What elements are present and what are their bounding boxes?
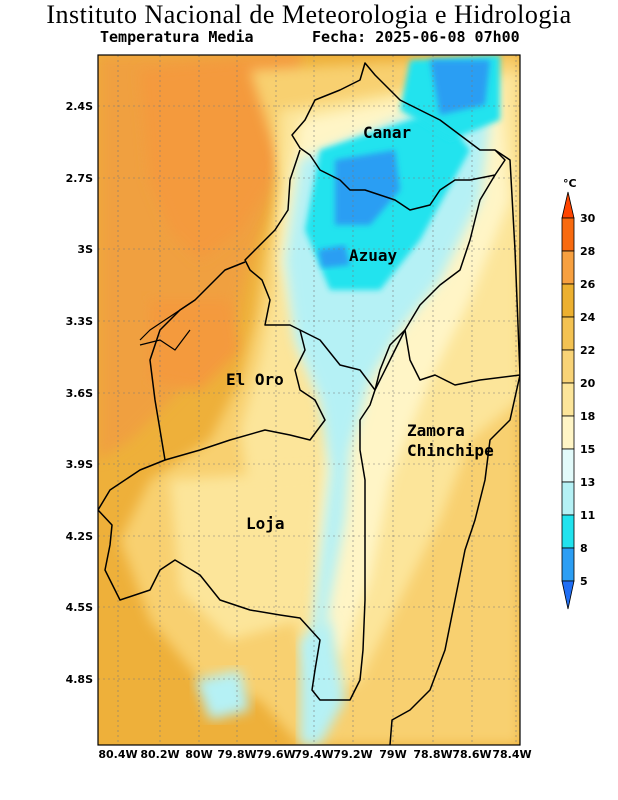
province-label-azuay: Azuay bbox=[349, 246, 398, 265]
lon-tick-label: 79W bbox=[379, 748, 406, 761]
legend-swatch bbox=[561, 217, 575, 252]
lat-tick-label: 2.4S bbox=[66, 100, 93, 113]
legend-swatch bbox=[561, 481, 575, 516]
map-frame bbox=[97, 54, 521, 746]
lat-tick-label: 3.3S bbox=[66, 315, 93, 328]
lon-tick-label: 78.8W bbox=[413, 748, 452, 761]
boundary-east bbox=[494, 149, 520, 376]
boundary-zamora bbox=[374, 329, 520, 745]
legend-max-arrow bbox=[561, 191, 575, 219]
province-label-canar: Canar bbox=[363, 123, 411, 142]
lon-tick-label: 80W bbox=[185, 748, 212, 761]
legend-level-label: 5 bbox=[580, 575, 588, 588]
legend-swatch bbox=[561, 514, 575, 549]
province-label-chinchipe: Chinchipe bbox=[407, 441, 494, 460]
legend-level-label: 20 bbox=[580, 377, 596, 390]
color-legend: °C 30 28 26 24 22 20 18 15 13 11 8 5 bbox=[561, 177, 596, 610]
lat-tick-label: 3.6S bbox=[66, 387, 93, 400]
legend-swatch bbox=[561, 448, 575, 483]
legend-swatch bbox=[561, 250, 575, 285]
legend-level-label: 26 bbox=[580, 278, 596, 291]
lon-tick-label: 79.8W bbox=[217, 748, 256, 761]
province-boundaries bbox=[98, 62, 520, 745]
legend-level-label: 13 bbox=[580, 476, 595, 489]
legend-level-label: 28 bbox=[580, 245, 595, 258]
boundary-azuay bbox=[244, 149, 496, 391]
temperature-field bbox=[98, 55, 520, 745]
lat-tick-label: 4.5S bbox=[66, 601, 93, 614]
lat-tick-label: 4.2S bbox=[66, 530, 93, 543]
coastline bbox=[139, 299, 196, 351]
lon-tick-label: 79.4W bbox=[294, 748, 333, 761]
boundary-loja bbox=[98, 389, 376, 701]
boundary-canar bbox=[291, 62, 506, 211]
lon-tick-label: 79.2W bbox=[333, 748, 372, 761]
longitude-axis: 80.4W 80.2W 80W 79.8W 79.6W 79.4W 79.2W … bbox=[98, 748, 531, 761]
legend-level-label: 15 bbox=[580, 443, 595, 456]
legend-swatch bbox=[561, 283, 575, 318]
lon-tick-label: 78.4W bbox=[492, 748, 531, 761]
lon-tick-label: 79.6W bbox=[256, 748, 295, 761]
legend-level-label: 22 bbox=[580, 344, 595, 357]
legend-level-label: 8 bbox=[580, 542, 588, 555]
lat-tick-label: 4.8S bbox=[66, 673, 93, 686]
legend-swatch bbox=[561, 547, 575, 582]
page-title: Instituto Nacional de Meteorologia e Hid… bbox=[46, 0, 572, 29]
lon-tick-label: 80.2W bbox=[140, 748, 179, 761]
legend-swatch bbox=[561, 349, 575, 384]
province-label-zamora: Zamora bbox=[407, 421, 465, 440]
lat-tick-label: 3.9S bbox=[66, 458, 93, 471]
legend-swatch bbox=[561, 415, 575, 450]
legend-unit: °C bbox=[563, 177, 577, 190]
map-date: Fecha: 2025-06-08 07h00 bbox=[312, 28, 520, 46]
legend-swatch bbox=[561, 382, 575, 417]
legend-min-arrow bbox=[561, 580, 575, 610]
lat-tick-label: 3S bbox=[77, 243, 93, 256]
legend-level-label: 11 bbox=[580, 509, 595, 522]
lat-tick-label: 2.7S bbox=[66, 172, 93, 185]
latitude-axis: 2.4S 2.7S 3S 3.3S 3.6S 3.9S 4.2S 4.5S 4.… bbox=[66, 100, 93, 686]
legend-level-label: 30 bbox=[580, 212, 596, 225]
map-subtitle: Temperatura Media bbox=[100, 28, 254, 46]
lon-tick-label: 78.6W bbox=[452, 748, 491, 761]
legend-level-label: 24 bbox=[580, 311, 596, 324]
lon-tick-label: 80.4W bbox=[98, 748, 137, 761]
province-label-el-oro: El Oro bbox=[226, 370, 284, 389]
province-label-loja: Loja bbox=[246, 514, 285, 533]
legend-swatch bbox=[561, 316, 575, 351]
legend-level-label: 18 bbox=[580, 410, 595, 423]
